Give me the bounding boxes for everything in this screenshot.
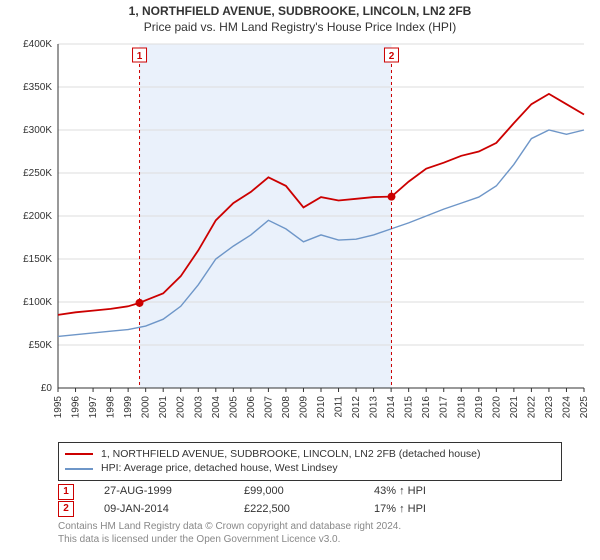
svg-text:2014: 2014 [386, 395, 397, 418]
svg-text:2010: 2010 [316, 395, 327, 418]
line-chart-svg: £0 £50K £100K £150K £200K £250K £300K £350K £400… [8, 38, 592, 438]
svg-text:2008: 2008 [281, 395, 292, 418]
marker-price-1: £99,000 [244, 483, 344, 501]
svg-text:2024: 2024 [561, 395, 572, 418]
svg-text:2: 2 [389, 51, 395, 62]
svg-text:£250K: £250K [23, 168, 52, 179]
svg-text:2025: 2025 [579, 395, 590, 418]
legend-row-series2: HPI: Average price, detached house, West… [65, 461, 555, 476]
marker-row-1: 1 27-AUG-1999 £99,000 43% ↑ HPI [58, 483, 562, 501]
svg-text:2001: 2001 [158, 395, 169, 418]
svg-text:2016: 2016 [421, 395, 432, 418]
svg-text:2023: 2023 [544, 395, 555, 418]
svg-text:2005: 2005 [228, 395, 239, 418]
legend-label-series2: HPI: Average price, detached house, West… [101, 461, 338, 476]
footer-attribution: Contains HM Land Registry data © Crown c… [58, 520, 562, 546]
svg-text:£100K: £100K [23, 297, 52, 308]
marker-delta-2: 17% ↑ HPI [374, 501, 474, 519]
legend-row-series1: 1, NORTHFIELD AVENUE, SUDBROOKE, LINCOLN… [65, 447, 555, 462]
svg-text:1997: 1997 [88, 395, 99, 418]
svg-text:£200K: £200K [23, 211, 52, 222]
svg-text:£0: £0 [41, 383, 53, 394]
svg-text:2003: 2003 [193, 395, 204, 418]
marker-row-2: 2 09-JAN-2014 £222,500 17% ↑ HPI [58, 501, 562, 519]
svg-text:£50K: £50K [29, 340, 53, 351]
svg-text:1996: 1996 [71, 395, 82, 418]
marker-badge-1: 1 [58, 484, 74, 500]
svg-text:2019: 2019 [474, 395, 485, 418]
svg-text:1: 1 [137, 51, 143, 62]
chart-subtitle: Price paid vs. HM Land Registry's House … [8, 20, 592, 34]
svg-text:2011: 2011 [334, 395, 345, 417]
marker-badge-2: 2 [58, 501, 74, 517]
legend-box: 1, NORTHFIELD AVENUE, SUDBROOKE, LINCOLN… [58, 442, 562, 481]
svg-text:1998: 1998 [106, 395, 117, 418]
svg-text:2013: 2013 [369, 395, 380, 418]
svg-text:2020: 2020 [491, 395, 502, 418]
legend-swatch-series2 [65, 468, 93, 470]
chart-title: 1, NORTHFIELD AVENUE, SUDBROOKE, LINCOLN… [8, 4, 592, 20]
svg-text:2006: 2006 [246, 395, 257, 418]
svg-text:2017: 2017 [439, 395, 450, 418]
svg-text:2000: 2000 [141, 395, 152, 418]
legend-swatch-series1 [65, 453, 93, 455]
svg-text:£150K: £150K [23, 254, 52, 265]
svg-text:1995: 1995 [53, 395, 64, 418]
svg-text:£350K: £350K [23, 82, 52, 93]
marker-date-2: 09-JAN-2014 [104, 501, 214, 519]
svg-text:1999: 1999 [123, 395, 134, 418]
svg-text:£300K: £300K [23, 125, 52, 136]
chart-area: £0 £50K £100K £150K £200K £250K £300K £350K £400… [8, 38, 592, 438]
svg-text:2018: 2018 [456, 395, 467, 418]
svg-text:2022: 2022 [526, 395, 537, 418]
svg-text:£400K: £400K [23, 39, 52, 50]
svg-text:2021: 2021 [509, 395, 520, 418]
svg-text:2004: 2004 [211, 395, 222, 418]
svg-text:2002: 2002 [176, 395, 187, 418]
marker-delta-1: 43% ↑ HPI [374, 483, 474, 501]
marker-table: 1 27-AUG-1999 £99,000 43% ↑ HPI 2 09-JAN… [58, 483, 562, 518]
marker-date-1: 27-AUG-1999 [104, 483, 214, 501]
legend-label-series1: 1, NORTHFIELD AVENUE, SUDBROOKE, LINCOLN… [101, 447, 481, 462]
footer-line2: This data is licensed under the Open Gov… [58, 533, 562, 546]
svg-text:2009: 2009 [298, 395, 309, 418]
svg-text:2015: 2015 [404, 395, 415, 418]
svg-text:2012: 2012 [351, 395, 362, 418]
footer-line1: Contains HM Land Registry data © Crown c… [58, 520, 562, 533]
svg-text:2007: 2007 [263, 395, 274, 418]
marker-price-2: £222,500 [244, 501, 344, 519]
